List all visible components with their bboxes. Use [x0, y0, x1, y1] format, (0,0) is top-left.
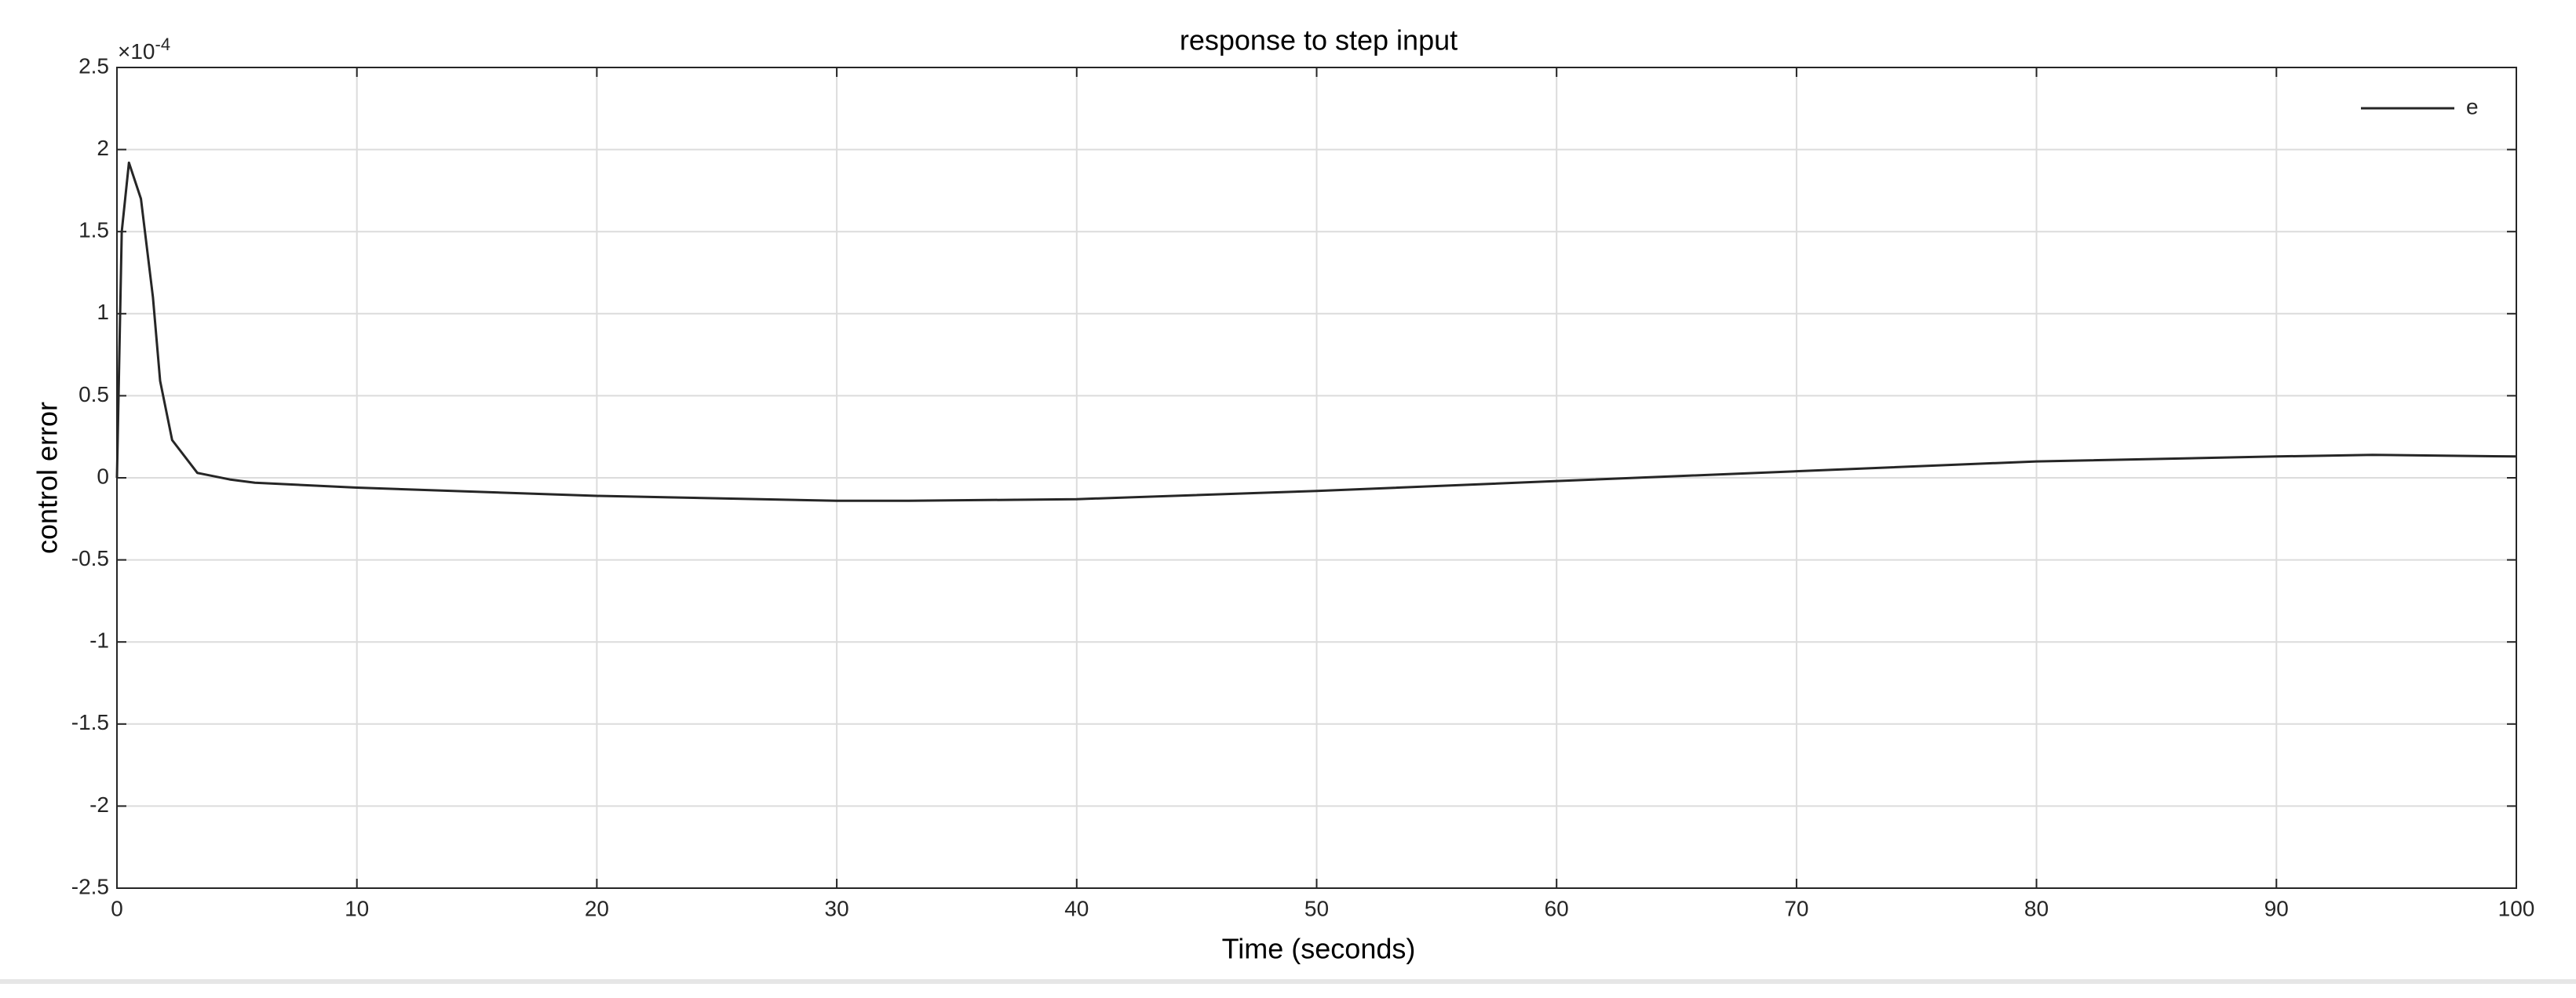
y-tick-label: 1 — [97, 300, 109, 324]
x-tick-label: 10 — [345, 896, 369, 920]
y-tick-label: -1.5 — [71, 710, 109, 734]
x-tick-label: 30 — [825, 896, 849, 920]
x-tick-label: 50 — [1304, 896, 1329, 920]
y-tick-label: -1 — [89, 628, 109, 653]
x-tick-label: 60 — [1545, 896, 1569, 920]
y-tick-label: -2.5 — [71, 874, 109, 898]
x-axis-label: Time (seconds) — [1222, 933, 1416, 965]
figure-edge — [0, 979, 2576, 984]
chart-title: response to step input — [1180, 24, 1458, 56]
y-tick-label: -0.5 — [71, 546, 109, 570]
x-tick-label: 100 — [2498, 896, 2535, 920]
y-tick-label: 2.5 — [78, 53, 109, 78]
y-tick-label: 1.5 — [78, 218, 109, 242]
x-tick-label: 80 — [2024, 896, 2049, 920]
x-tick-label: 70 — [1784, 896, 1808, 920]
x-tick-label: 90 — [2264, 896, 2289, 920]
y-multiplier-base: ×10 — [118, 39, 155, 64]
line — [115, 161, 2517, 502]
y-tick-label: 0 — [97, 464, 109, 488]
x-tick-label: 0 — [111, 896, 123, 920]
y-multiplier-exponent: -4 — [155, 35, 171, 54]
y-axis-label: control error — [31, 402, 64, 554]
y-tick-label: 0.5 — [78, 382, 109, 406]
y-tick-label: -2 — [89, 792, 109, 817]
x-tick-label: 40 — [1064, 896, 1089, 920]
y-multiplier: ×10-4 — [118, 35, 170, 64]
y-tick-label: 2 — [97, 136, 109, 160]
legend-label: e — [2466, 94, 2479, 118]
x-tick-label: 20 — [585, 896, 609, 920]
